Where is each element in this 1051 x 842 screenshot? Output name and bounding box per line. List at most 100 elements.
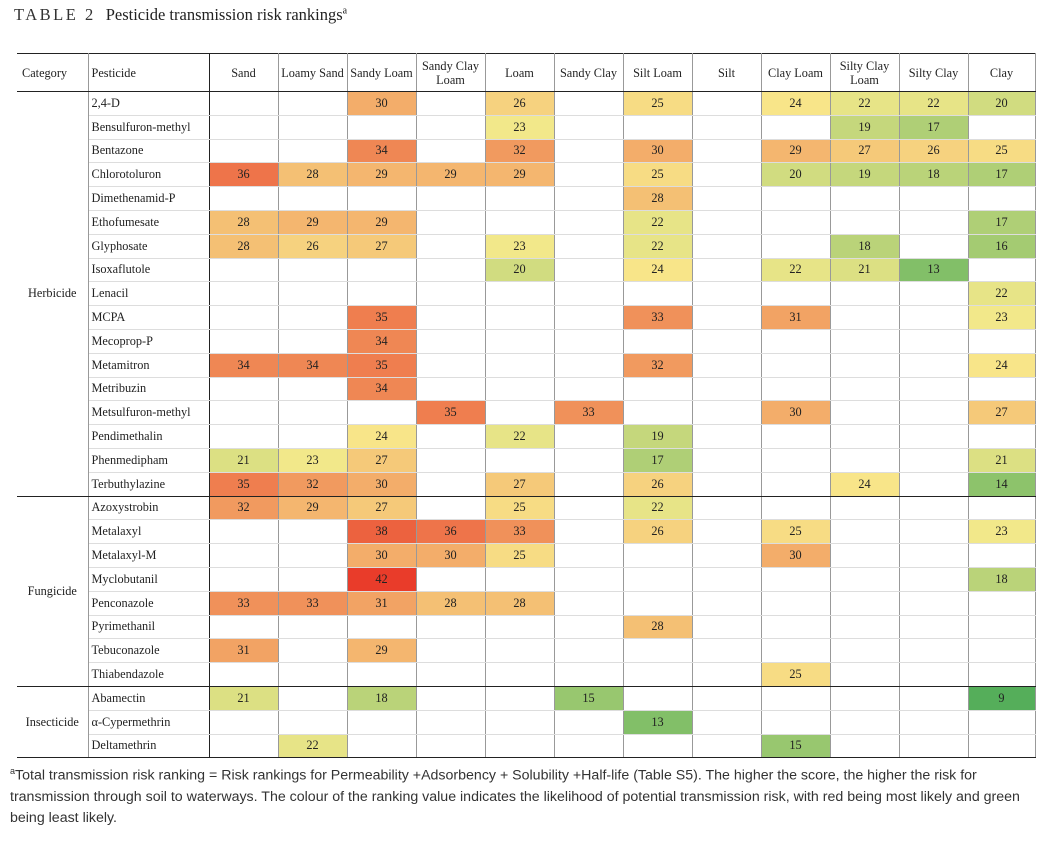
risk-cell-silty-clay <box>899 519 969 545</box>
column-header-sandy-loam: Sandy Loam <box>347 53 417 92</box>
risk-cell-silt-loam <box>623 662 693 687</box>
pesticide-name: Dimethenamid-P <box>88 186 210 211</box>
risk-cell-silty-clay-loam <box>830 329 900 354</box>
risk-cell-clay: 14 <box>968 472 1036 497</box>
risk-cell-silt-loam <box>623 638 693 664</box>
risk-cell-clay: 25 <box>968 139 1036 164</box>
risk-cell-clay-loam <box>761 615 831 640</box>
risk-cell-sandy-loam <box>347 258 417 283</box>
risk-cell-silt <box>692 543 762 568</box>
risk-cell-silt <box>692 162 762 188</box>
risk-cell-sand: 36 <box>209 162 279 188</box>
column-header-loamy-sand: Loamy Sand <box>278 53 348 92</box>
risk-cell-sand <box>209 258 279 283</box>
risk-cell-clay: 9 <box>968 685 1036 711</box>
pesticide-name: Pyrimethanil <box>88 615 210 640</box>
risk-cell-sandy-loam <box>347 400 417 426</box>
table-body: Herbicide 2,4-D 30 26 25 24 22 22 20 Bensulfuron-… <box>17 91 1036 759</box>
table-row: Insecticide Abamectin 21 18 15 9 <box>17 685 1036 759</box>
risk-cell-silt <box>692 210 762 235</box>
risk-cell-sandy-loam: 29 <box>347 162 417 188</box>
risk-cell-clay <box>968 662 1036 687</box>
risk-cell-silty-clay-loam <box>830 567 900 592</box>
risk-cell-silt-loam <box>623 400 693 426</box>
pesticide-name: Terbuthylazine <box>88 472 210 497</box>
risk-cell-clay <box>968 734 1036 759</box>
category-cell-fungicide: Fungicide <box>17 495 89 687</box>
table-label: TABLE 2 <box>14 5 96 24</box>
risk-cell-silt-loam: 26 <box>623 519 693 545</box>
risk-cell-silt <box>692 424 762 449</box>
risk-cell-sand <box>209 186 279 211</box>
table-caption: TABLE 2 Pesticide transmission risk ranki… <box>14 5 347 25</box>
risk-cell-sandy-clay <box>554 543 624 568</box>
pesticide-name: Metsulfuron-methyl <box>88 400 210 426</box>
table-row: α-Cypermethrin 13 <box>17 710 1036 735</box>
risk-cell-sandy-loam: 29 <box>347 210 417 235</box>
risk-cell-sandy-clay: 15 <box>554 685 624 711</box>
risk-cell-sandy-clay <box>554 615 624 640</box>
risk-cell-sandy-clay-loam <box>416 91 486 116</box>
risk-cell-loam <box>485 186 555 211</box>
category-cell-herbicide: Herbicide <box>17 91 89 497</box>
risk-cell-loamy-sand <box>278 377 348 402</box>
pesticide-name: Abamectin <box>88 685 210 711</box>
risk-cell-sandy-clay <box>554 281 624 307</box>
risk-cell-sandy-clay-loam <box>416 186 486 211</box>
risk-cell-loam: 20 <box>485 258 555 283</box>
risk-cell-sandy-loam: 34 <box>347 139 417 164</box>
risk-cell-loamy-sand <box>278 329 348 354</box>
risk-cell-silty-clay-loam: 19 <box>830 115 900 140</box>
risk-cell-silty-clay-loam <box>830 662 900 687</box>
risk-cell-silty-clay-loam <box>830 281 900 307</box>
column-header-silt-loam: Silt Loam <box>623 53 693 92</box>
risk-cell-silt-loam: 22 <box>623 495 693 521</box>
column-header-silty-clay: Silty Clay <box>899 53 969 92</box>
risk-cell-silt-loam: 13 <box>623 710 693 735</box>
risk-cell-clay-loam: 30 <box>761 400 831 426</box>
risk-cell-sandy-clay-loam <box>416 472 486 497</box>
risk-cell-sandy-loam: 42 <box>347 567 417 592</box>
risk-cell-silty-clay-loam: 27 <box>830 139 900 164</box>
risk-cell-silty-clay <box>899 377 969 402</box>
risk-cell-clay <box>968 258 1036 283</box>
risk-cell-sand: 28 <box>209 210 279 235</box>
risk-cell-silt <box>692 615 762 640</box>
risk-cell-silt-loam <box>623 115 693 140</box>
risk-cell-clay-loam <box>761 567 831 592</box>
risk-cell-silty-clay <box>899 210 969 235</box>
risk-cell-loamy-sand <box>278 615 348 640</box>
risk-cell-sandy-clay <box>554 258 624 283</box>
column-header-loam: Loam <box>485 53 555 92</box>
risk-cell-silt-loam: 22 <box>623 210 693 235</box>
risk-cell-sandy-clay-loam <box>416 734 486 759</box>
column-header-sand: Sand <box>209 53 279 92</box>
risk-cell-clay <box>968 495 1036 521</box>
risk-cell-silty-clay-loam <box>830 615 900 640</box>
risk-cell-sandy-loam: 31 <box>347 591 417 616</box>
risk-cell-sandy-clay <box>554 567 624 592</box>
risk-cell-sandy-loam: 29 <box>347 638 417 664</box>
risk-cell-clay: 22 <box>968 281 1036 307</box>
risk-cell-loamy-sand <box>278 139 348 164</box>
risk-cell-clay-loam <box>761 591 831 616</box>
risk-cell-silty-clay <box>899 543 969 568</box>
table-row: Myclobutanil 42 18 <box>17 567 1036 592</box>
risk-cell-sandy-clay-loam <box>416 258 486 283</box>
pesticide-name: MCPA <box>88 305 210 330</box>
risk-ranking-table: Category Pesticide Sand Loamy Sand Sandy Loa… <box>17 53 1036 759</box>
column-header-clay: Clay <box>968 53 1036 92</box>
risk-cell-sandy-clay-loam: 36 <box>416 519 486 545</box>
risk-cell-sandy-clay-loam <box>416 305 486 330</box>
risk-cell-clay: 24 <box>968 353 1036 378</box>
risk-cell-sandy-clay <box>554 472 624 497</box>
risk-cell-sandy-loam: 35 <box>347 353 417 378</box>
risk-cell-silty-clay-loam <box>830 377 900 402</box>
risk-cell-sand <box>209 710 279 735</box>
risk-cell-sand <box>209 329 279 354</box>
risk-cell-loam <box>485 685 555 711</box>
risk-cell-sand <box>209 139 279 164</box>
table-row: Bentazone 34 32 30 29 27 26 25 <box>17 139 1036 164</box>
risk-cell-silt-loam: 28 <box>623 615 693 640</box>
risk-cell-silty-clay-loam <box>830 305 900 330</box>
